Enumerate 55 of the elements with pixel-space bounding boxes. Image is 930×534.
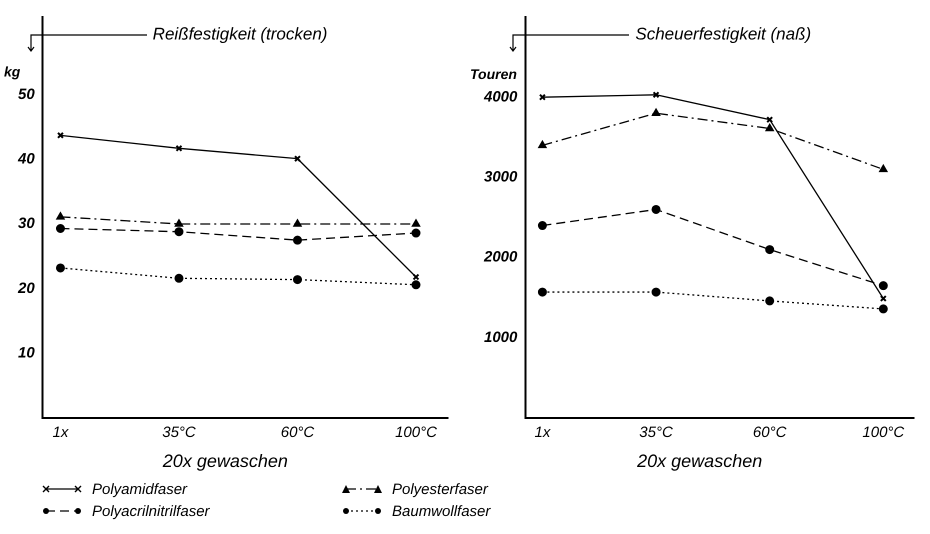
x-tick-label: 1x — [534, 424, 551, 442]
point — [293, 219, 302, 227]
point — [174, 227, 184, 236]
y-tick-label: 3000 — [484, 168, 518, 186]
point — [765, 245, 774, 254]
point — [292, 275, 302, 284]
point — [176, 144, 182, 152]
point — [56, 224, 65, 233]
legend-label: Baumwollfaser — [392, 502, 490, 520]
y-tick-label: 1000 — [484, 328, 518, 346]
y-tick-label: 50 — [18, 86, 36, 103]
point — [292, 236, 302, 245]
point — [538, 221, 547, 230]
x-tick-label: 100°C — [395, 424, 438, 442]
point — [412, 280, 420, 290]
y-axis-title: kg — [4, 63, 21, 80]
point — [766, 124, 774, 132]
point — [765, 296, 774, 306]
y-tick-label: 40 — [16, 150, 36, 168]
legend-label: Polyacrilnitrilfaser — [92, 502, 210, 520]
text: Reißfestigkeit (trocken) — [152, 24, 328, 44]
y-tick-label: 2000 — [482, 248, 518, 266]
point — [174, 274, 184, 283]
point — [56, 212, 64, 220]
y-tick-label: 20 — [16, 280, 36, 297]
y-tick-label: 30 — [18, 215, 36, 232]
point — [412, 228, 420, 238]
y-tick-label: 10 — [18, 344, 36, 362]
x-axis-title: 20x gewaschen — [636, 451, 762, 471]
point — [879, 164, 888, 172]
point — [538, 288, 547, 297]
point — [56, 263, 65, 272]
point — [538, 140, 546, 148]
text: Scheuerfestigkeit (naß) — [635, 24, 812, 44]
y-tick-label: 4000 — [482, 88, 518, 106]
point — [652, 91, 660, 98]
x-tick-label: 100°C — [862, 424, 904, 442]
point — [652, 108, 660, 116]
x-axis-title: 20x gewaschen — [162, 451, 288, 471]
x-tick-label: 60°C — [280, 424, 314, 442]
legend-label: Polyamidfaser — [92, 480, 188, 498]
x-tick-label: 60°C — [752, 424, 787, 442]
point — [412, 219, 420, 227]
legend-label: Polyesterfaser — [392, 480, 488, 498]
x-tick-label: 35°C — [162, 424, 196, 442]
x-tick-label: 1x — [52, 424, 69, 442]
point — [652, 204, 661, 214]
point — [174, 219, 184, 227]
point — [766, 116, 774, 124]
point — [878, 281, 888, 290]
point — [652, 288, 661, 297]
x-tick-label: 35°C — [639, 424, 673, 442]
point — [294, 155, 301, 162]
y-axis-title: Touren — [470, 66, 517, 82]
point — [878, 304, 888, 314]
